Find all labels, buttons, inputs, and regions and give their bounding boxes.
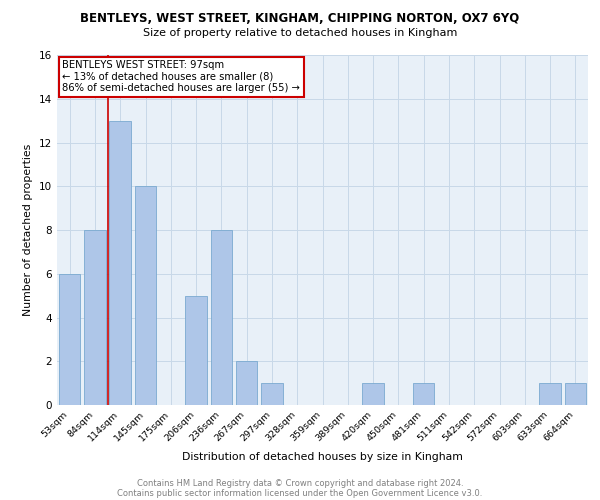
Bar [109, 120, 131, 405]
Bar [362, 383, 384, 405]
Bar [565, 383, 586, 405]
Bar [236, 361, 257, 405]
Bar [261, 383, 283, 405]
Bar [135, 186, 156, 405]
Bar [59, 274, 80, 405]
Bar [185, 296, 207, 405]
Text: BENTLEYS, WEST STREET, KINGHAM, CHIPPING NORTON, OX7 6YQ: BENTLEYS, WEST STREET, KINGHAM, CHIPPING… [80, 12, 520, 26]
Bar [413, 383, 434, 405]
Bar [539, 383, 561, 405]
Text: Contains HM Land Registry data © Crown copyright and database right 2024.: Contains HM Land Registry data © Crown c… [137, 478, 463, 488]
Text: Size of property relative to detached houses in Kingham: Size of property relative to detached ho… [143, 28, 457, 38]
Text: Contains public sector information licensed under the Open Government Licence v3: Contains public sector information licen… [118, 488, 482, 498]
Y-axis label: Number of detached properties: Number of detached properties [23, 144, 34, 316]
Text: BENTLEYS WEST STREET: 97sqm
← 13% of detached houses are smaller (8)
86% of semi: BENTLEYS WEST STREET: 97sqm ← 13% of det… [62, 60, 300, 94]
X-axis label: Distribution of detached houses by size in Kingham: Distribution of detached houses by size … [182, 452, 463, 462]
Bar [211, 230, 232, 405]
Bar [84, 230, 106, 405]
